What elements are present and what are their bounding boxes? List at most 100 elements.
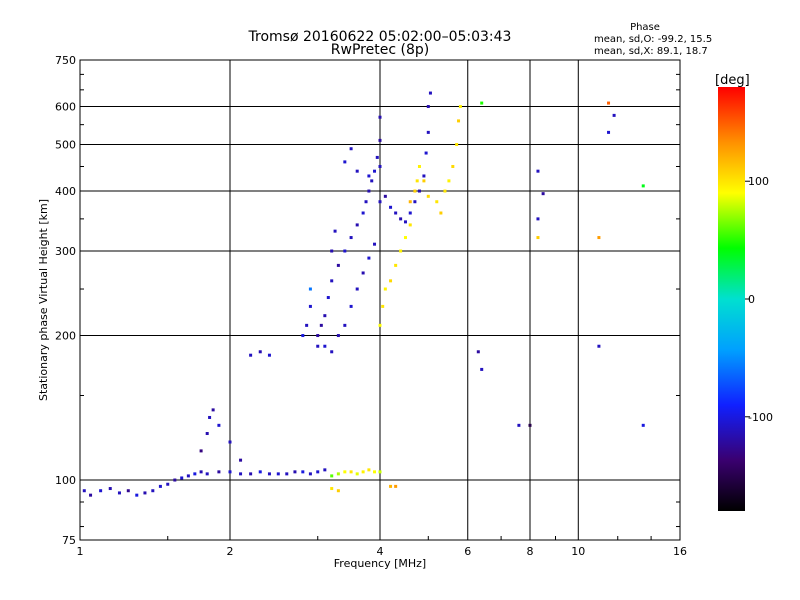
data-point <box>228 440 232 444</box>
y-tick-label: 500 <box>55 139 76 152</box>
data-point <box>536 217 540 221</box>
data-point <box>228 470 232 474</box>
data-point <box>597 236 601 240</box>
data-point <box>336 263 340 267</box>
data-point <box>424 151 428 155</box>
data-point <box>82 489 86 493</box>
data-point <box>394 211 398 215</box>
data-point <box>135 493 139 497</box>
data-point <box>126 489 130 493</box>
data-point <box>319 323 323 327</box>
data-point <box>117 491 121 495</box>
plot-area <box>79 59 681 541</box>
data-point <box>607 101 611 105</box>
data-point <box>239 472 243 476</box>
data-point <box>408 223 412 227</box>
data-point <box>597 344 601 348</box>
data-point <box>364 200 368 204</box>
chart-title: Tromsø 20160622 05:02:00–05:03:43 <box>248 29 512 45</box>
data-point <box>408 200 412 204</box>
data-point <box>308 287 312 291</box>
data-point <box>343 470 347 474</box>
data-point <box>343 249 347 253</box>
data-point <box>330 474 334 478</box>
data-point <box>349 470 353 474</box>
data-point <box>323 314 327 318</box>
colorbar-tick-label: 0 <box>748 293 755 306</box>
data-point <box>208 415 212 419</box>
data-point <box>428 91 432 95</box>
stats-x: mean, sd,X: 89.1, 18.7 <box>594 46 708 57</box>
data-point <box>330 249 334 253</box>
data-point <box>426 105 430 109</box>
x-tick-label: 2 <box>227 545 234 558</box>
data-point <box>323 344 327 348</box>
data-point <box>394 263 398 267</box>
stats-o: mean, sd,O: -99.2, 15.5 <box>594 34 712 45</box>
data-point <box>378 323 382 327</box>
data-point <box>381 304 385 308</box>
x-axis-label: Frequency [MHz] <box>334 557 426 570</box>
x-tick-label: 10 <box>571 545 585 558</box>
data-point <box>308 304 312 308</box>
data-point <box>336 334 340 338</box>
y-tick-label: 750 <box>55 54 76 67</box>
data-point <box>349 304 353 308</box>
data-point <box>415 179 419 183</box>
data-points <box>82 91 645 497</box>
data-point <box>517 423 521 427</box>
x-tick-label: 1 <box>77 545 84 558</box>
data-point <box>413 189 417 193</box>
x-tick-label: 6 <box>464 545 471 558</box>
data-point <box>394 484 398 488</box>
data-point <box>480 101 484 105</box>
stats-title: Phase <box>630 22 660 33</box>
data-point <box>336 489 340 493</box>
grid-lines <box>80 60 680 540</box>
colorbar-ticks: 100 0 -100 <box>745 175 773 424</box>
data-point <box>217 423 221 427</box>
data-point <box>378 200 382 204</box>
data-point <box>151 489 155 493</box>
data-point <box>373 169 377 173</box>
colorbar-tick-label: 100 <box>748 175 769 188</box>
data-point <box>355 472 359 476</box>
data-point <box>455 143 459 147</box>
data-point <box>370 179 374 183</box>
data-point <box>249 353 253 357</box>
colorbar-tick-label: -100 <box>748 411 773 424</box>
data-point <box>383 194 387 198</box>
data-point <box>180 476 184 480</box>
data-point <box>308 472 312 476</box>
data-point <box>536 169 540 173</box>
data-point <box>447 179 451 183</box>
data-point <box>457 119 461 123</box>
data-point <box>258 350 262 354</box>
data-point <box>641 423 645 427</box>
data-point <box>355 169 359 173</box>
data-point <box>199 449 203 453</box>
data-point <box>173 478 177 482</box>
data-point <box>108 487 112 491</box>
data-point <box>378 470 382 474</box>
data-point <box>439 211 443 215</box>
data-point <box>343 160 347 164</box>
data-point <box>205 472 209 476</box>
data-point <box>367 189 371 193</box>
data-point <box>316 334 320 338</box>
data-point <box>285 472 289 476</box>
data-point <box>373 470 377 474</box>
data-point <box>435 200 439 204</box>
x-tick-label: 4 <box>377 545 384 558</box>
data-point <box>258 470 262 474</box>
data-point <box>293 470 297 474</box>
data-point <box>349 236 353 240</box>
data-point <box>316 470 320 474</box>
data-point <box>399 249 403 253</box>
data-point <box>408 211 412 215</box>
data-point <box>476 350 480 354</box>
data-point <box>336 472 340 476</box>
y-tick-label: 75 <box>62 534 76 547</box>
colorbar <box>718 87 745 511</box>
